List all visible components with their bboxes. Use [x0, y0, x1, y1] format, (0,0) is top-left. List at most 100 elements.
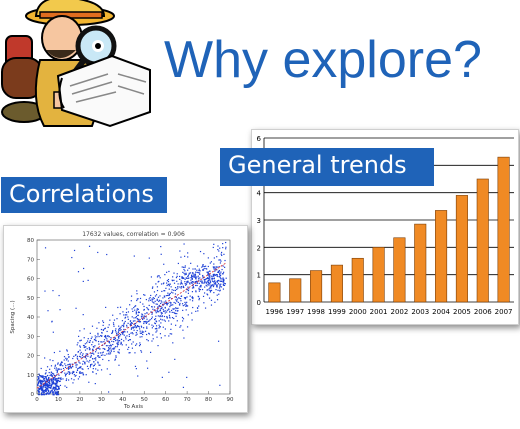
- scatter-point: [112, 343, 114, 346]
- scatter-point: [220, 253, 222, 255]
- x-tick-label: 2002: [391, 308, 409, 316]
- scatter-point: [212, 277, 214, 280]
- scatter-point: [133, 255, 135, 257]
- scatter-point: [166, 284, 168, 287]
- scatter-point: [58, 368, 61, 370]
- scatter-point: [132, 341, 134, 343]
- scatter-point: [104, 336, 106, 338]
- scatter-point: [99, 356, 101, 358]
- scatter-point: [160, 253, 162, 255]
- scatter-point: [154, 318, 157, 320]
- scatter-point: [172, 342, 174, 344]
- scatter-point: [156, 330, 158, 332]
- scatter-point: [126, 331, 129, 333]
- scatter-point: [192, 273, 194, 275]
- scatter-point: [64, 363, 66, 365]
- scatter-point: [37, 388, 40, 390]
- scatter-point: [96, 327, 98, 329]
- scatter-point: [83, 328, 85, 330]
- scatter-point: [38, 388, 41, 391]
- scatter-point: [52, 373, 54, 375]
- scatter-point: [162, 326, 164, 328]
- scatter-point: [53, 393, 55, 396]
- scatter-point: [129, 339, 131, 341]
- scatter-point: [108, 348, 110, 350]
- scatter-point: [223, 278, 225, 280]
- scatter-point: [133, 307, 135, 309]
- scatter-point: [127, 318, 129, 320]
- scatter-point: [75, 374, 77, 377]
- scatter-point: [213, 291, 215, 294]
- scatter-point: [164, 310, 166, 312]
- scatter-point: [113, 338, 115, 340]
- scatter-point: [135, 332, 137, 334]
- scatter-point: [197, 277, 200, 279]
- scatter-point: [53, 391, 55, 393]
- scatter-point: [158, 299, 160, 301]
- scatter-point: [124, 314, 127, 316]
- scatter-point: [102, 320, 104, 322]
- scatter-point: [79, 349, 81, 351]
- scatter-point: [225, 246, 227, 248]
- scatter-point: [182, 309, 184, 312]
- scatter-point: [51, 375, 53, 377]
- scatter-point: [127, 316, 129, 318]
- scatter-point: [55, 367, 58, 369]
- scatter-point: [78, 355, 81, 358]
- scatter-point: [82, 374, 85, 376]
- scatter-point: [56, 388, 58, 391]
- scatter-point: [140, 315, 143, 317]
- scatter-point: [158, 275, 160, 277]
- scatter-point: [125, 311, 128, 314]
- scatter-point: [203, 281, 205, 283]
- scatter-point: [42, 380, 44, 382]
- scatter-point: [165, 302, 168, 304]
- scatter-point: [40, 375, 42, 377]
- scatter-point: [70, 366, 72, 368]
- scatter-point: [114, 346, 117, 348]
- scatter-point: [158, 300, 160, 303]
- scatter-point: [44, 382, 47, 384]
- scatter-point: [47, 379, 49, 381]
- scatter-point: [68, 373, 70, 375]
- scatter-point: [60, 363, 62, 365]
- scatter-point: [173, 317, 175, 320]
- scatter-point: [216, 285, 218, 287]
- scatter-point: [50, 386, 53, 388]
- x-tick-label: 2003: [411, 308, 429, 316]
- scatter-point: [43, 394, 45, 396]
- scatter-point: [79, 371, 81, 373]
- scatter-point: [48, 384, 50, 387]
- scatter-point: [118, 364, 120, 366]
- scatter-point: [201, 288, 204, 291]
- scatter-point: [196, 269, 198, 271]
- scatter-point: [217, 280, 219, 282]
- scatter-point: [208, 297, 211, 299]
- scatter-point: [157, 306, 159, 308]
- scatter-point: [225, 241, 227, 244]
- scatter-point: [208, 282, 210, 284]
- scatter-point: [127, 322, 129, 324]
- scatter-point: [173, 289, 175, 291]
- scatter-point: [164, 302, 166, 304]
- scatter-point: [51, 380, 53, 382]
- scatter-point: [54, 365, 56, 367]
- scatter-point: [188, 272, 190, 274]
- scatter-point: [222, 243, 224, 245]
- scatter-point: [138, 321, 140, 323]
- scatter-point: [190, 279, 192, 281]
- scatter-point: [50, 390, 52, 392]
- scatter-point: [43, 380, 46, 382]
- explorer-illustration: [1, 0, 151, 128]
- scatter-point: [73, 374, 75, 376]
- scatter-point: [92, 368, 94, 370]
- scatter-point: [209, 279, 211, 281]
- scatter-point: [187, 280, 189, 282]
- scatter-point: [164, 290, 166, 292]
- scatter-point: [103, 328, 106, 330]
- scatter-point: [138, 345, 141, 347]
- scatter-point: [119, 306, 122, 308]
- scatter-point: [185, 272, 187, 274]
- scatter-point: [190, 276, 192, 279]
- scatter-point: [194, 281, 196, 283]
